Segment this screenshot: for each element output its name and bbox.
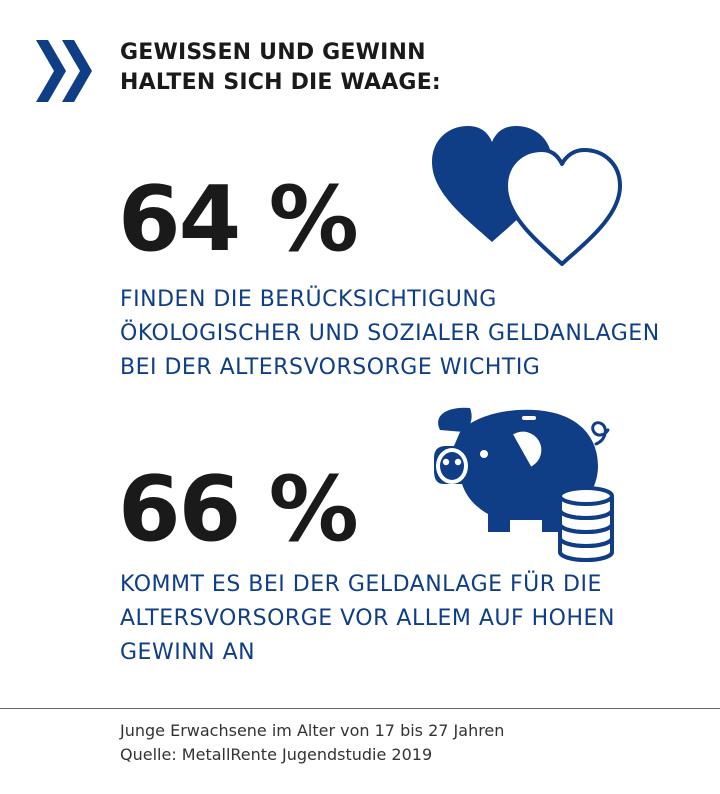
stat-description-2-line-1: KOMMT ES BEI DER GELDANLAGE FÜR DIE [120,572,602,597]
stat-description-2: KOMMT ES BEI DER GELDANLAGE FÜR DIE ALTE… [120,568,615,670]
stat-description-2-line-3: GEWINN AN [120,640,256,665]
stat-description-1-line-1: FINDEN DIE BERÜCKSICHTIGUNG [120,287,497,312]
footer-note: Junge Erwachsene im Alter von 17 bis 27 … [120,721,505,740]
headline-line-1: GEWISSEN UND GEWINN [120,40,426,65]
stat-description-1: FINDEN DIE BERÜCKSICHTIGUNG ÖKOLOGISCHER… [120,283,660,385]
two-hearts-icon [432,126,622,266]
stat-value-1: 64 % [118,167,359,272]
stat-value-2: 66 % [118,457,359,562]
stat-description-1-line-2: ÖKOLOGISCHER UND SOZIALER GELDANLAGEN [120,321,660,346]
footer-divider [0,708,720,709]
stat-description-2-line-2: ALTERSVORSORGE VOR ALLEM AUF HOHEN [120,606,615,631]
piggy-bank-coins-icon [434,407,614,562]
stat-description-1-line-3: BEI DER ALTERSVORSORGE WICHTIG [120,355,541,380]
footer-source: Quelle: MetallRente Jugendstudie 2019 [120,745,433,764]
double-chevron-right-icon [36,40,92,102]
headline: GEWISSEN UND GEWINN HALTEN SICH DIE WAAG… [120,38,441,98]
headline-line-2: HALTEN SICH DIE WAAGE: [120,70,441,95]
footer: Junge Erwachsene im Alter von 17 bis 27 … [120,719,504,767]
